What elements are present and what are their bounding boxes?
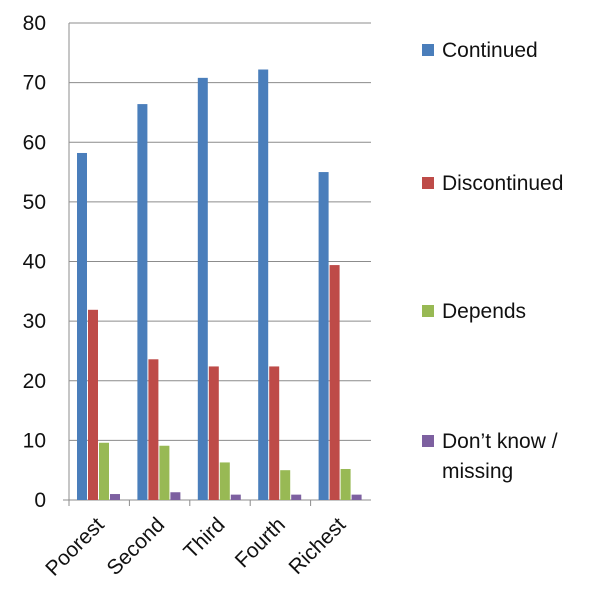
y-tick-label: 20 (23, 370, 46, 393)
bar-depends (340, 468, 351, 500)
y-tick-label: 0 (34, 489, 46, 512)
legend-label: Continued (442, 39, 538, 62)
bar-don-t-know-missing (291, 494, 302, 500)
bar-don-t-know-missing (351, 494, 362, 500)
bar-discontinued (208, 366, 219, 500)
bar-discontinued (148, 359, 159, 500)
legend-swatch (422, 177, 434, 189)
bar-don-t-know-missing (170, 492, 181, 500)
y-tick-label: 60 (23, 131, 46, 154)
legend-label: Discontinued (442, 172, 563, 195)
x-tick-label: Fourth (231, 513, 290, 572)
legend-swatch (422, 435, 434, 447)
legend-label: missing (442, 460, 513, 483)
x-tick-label: Second (103, 513, 170, 580)
bar-continued (77, 152, 87, 501)
legend-swatch (422, 44, 434, 56)
legend-label: Don’t know / (442, 430, 558, 453)
bar-continued (318, 172, 329, 500)
bar-depends (280, 470, 291, 500)
bar-depends (219, 462, 230, 500)
y-tick-label: 30 (23, 310, 46, 333)
bar-depends (99, 442, 109, 500)
bar-discontinued (88, 309, 98, 500)
y-tick-label: 70 (23, 72, 46, 95)
x-tick-label: Third (179, 513, 229, 563)
x-tick-label: Poorest (41, 513, 109, 581)
bar-don-t-know-missing (110, 494, 120, 500)
bar-continued (197, 77, 208, 500)
bar-continued (137, 104, 148, 500)
bar-discontinued (329, 265, 340, 500)
y-tick-label: 40 (23, 251, 46, 274)
y-tick-label: 80 (23, 12, 46, 35)
x-tick-label: Richest (285, 513, 351, 579)
legend-swatch (422, 305, 434, 317)
bar-continued (258, 69, 269, 500)
legend-label: Depends (442, 300, 526, 323)
bar-don-t-know-missing (230, 494, 241, 500)
bar-depends (159, 445, 170, 500)
y-tick-label: 10 (23, 429, 46, 452)
bar-discontinued (269, 366, 280, 500)
y-tick-label: 50 (23, 191, 46, 214)
